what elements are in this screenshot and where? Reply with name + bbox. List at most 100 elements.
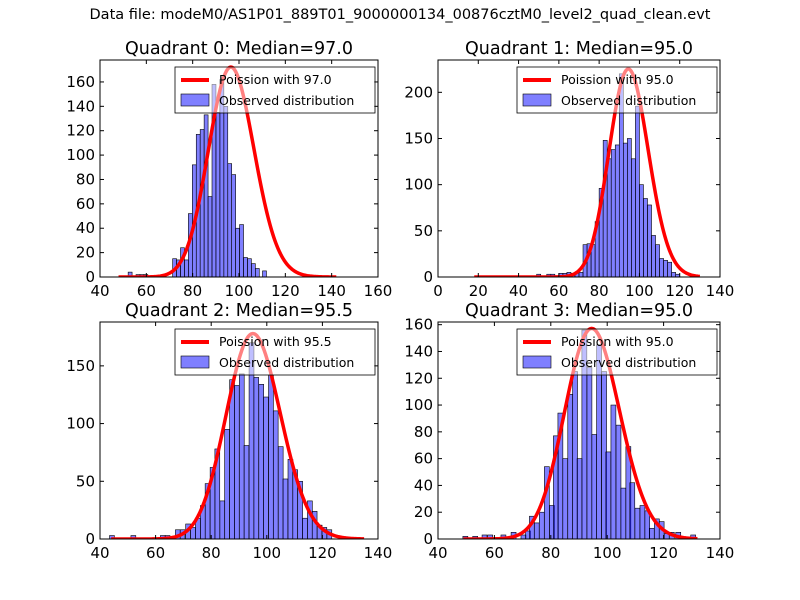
histogram-bar bbox=[627, 138, 632, 277]
histogram-bar bbox=[239, 373, 245, 539]
histogram-bar bbox=[643, 198, 648, 277]
histogram-bar bbox=[243, 445, 250, 539]
x-tick-label: 40 bbox=[90, 282, 109, 300]
histogram-bar bbox=[227, 163, 233, 277]
histogram-bar bbox=[629, 482, 636, 539]
x-tick-label: 20 bbox=[469, 282, 488, 300]
legend-bar-swatch bbox=[180, 93, 210, 107]
histogram-bar bbox=[634, 507, 641, 539]
histogram-bar bbox=[623, 142, 628, 277]
panel-quadrant-1: Quadrant 1: Median=95.0 0 20 40 60 80 100 120 14… bbox=[404, 39, 734, 300]
y-tick-label: 0 bbox=[85, 530, 95, 548]
y-tick-label: 100 bbox=[66, 146, 95, 164]
figure-title: Data file: modeM0/AS1P01_889T01_90000001… bbox=[89, 7, 711, 23]
histogram-bar bbox=[647, 204, 652, 277]
histogram-bar bbox=[282, 478, 289, 539]
histogram-bar bbox=[229, 379, 235, 539]
histogram-bar bbox=[615, 424, 622, 539]
histogram-bar bbox=[610, 404, 617, 539]
histogram-bar bbox=[255, 268, 260, 277]
x-tick-label: 120 bbox=[271, 282, 300, 300]
axes-frame bbox=[99, 321, 379, 540]
x-tick-label: 80 bbox=[183, 282, 202, 300]
histogram-bar bbox=[576, 458, 583, 539]
histogram-bar bbox=[648, 527, 655, 539]
y-tick-label: 160 bbox=[404, 316, 433, 334]
histogram-bar bbox=[190, 527, 196, 539]
histogram-bar bbox=[184, 259, 189, 277]
histogram-bar bbox=[572, 371, 578, 539]
plot-area bbox=[473, 67, 701, 277]
x-tick-label: 0 bbox=[433, 282, 443, 300]
x-tick-label: 120 bbox=[649, 544, 678, 562]
legend: Poission with 95.0 Observed distribution bbox=[516, 328, 718, 376]
x-tick-label: 140 bbox=[364, 544, 393, 562]
x-tick-label: 80 bbox=[202, 544, 221, 562]
x-tick-label: 100 bbox=[225, 282, 254, 300]
histogram-bar bbox=[224, 429, 230, 539]
legend-label-observed: Observed distribution bbox=[219, 355, 354, 370]
histogram-bar bbox=[234, 385, 240, 539]
histogram-bar bbox=[219, 500, 226, 539]
histogram-bar bbox=[263, 396, 269, 539]
panel-title: Quadrant 3: Median=95.0 bbox=[465, 301, 693, 321]
axes-frame bbox=[437, 59, 721, 278]
y-tick-label: 0 bbox=[423, 268, 433, 286]
y-tick-label: 160 bbox=[66, 73, 95, 91]
legend-label-poisson: Poission with 97.0 bbox=[219, 72, 332, 87]
y-tick-label: 50 bbox=[76, 472, 95, 490]
y-tick-label: 100 bbox=[66, 415, 95, 433]
histogram-bar bbox=[231, 174, 236, 277]
x-tick-label: 140 bbox=[706, 282, 735, 300]
histogram-bar bbox=[533, 522, 540, 539]
histogram-bar bbox=[287, 459, 294, 539]
legend-bar-swatch bbox=[522, 355, 552, 369]
y-tick-label: 100 bbox=[404, 396, 433, 414]
y-tick-label: 60 bbox=[76, 195, 95, 213]
histogram-bar bbox=[655, 244, 660, 277]
x-tick-label: 60 bbox=[549, 282, 568, 300]
legend-label-observed: Observed distribution bbox=[561, 93, 696, 108]
y-tick-label: 20 bbox=[414, 503, 433, 521]
histogram-bar bbox=[262, 270, 267, 277]
y-tick-label: 120 bbox=[66, 122, 95, 140]
histogram-bar bbox=[258, 384, 264, 539]
histogram-bar bbox=[223, 106, 229, 277]
legend-label-poisson: Poission with 95.0 bbox=[561, 72, 674, 87]
histogram-bar bbox=[620, 487, 627, 539]
legend: Poission with 97.0 Observed distribution bbox=[174, 66, 376, 114]
x-tick-label: 140 bbox=[706, 544, 735, 562]
histogram-bar bbox=[578, 272, 584, 277]
x-tick-label: 80 bbox=[541, 544, 560, 562]
histogram-bar bbox=[635, 105, 640, 277]
histogram-bar bbox=[644, 510, 651, 539]
histogram-bar bbox=[610, 149, 616, 277]
histogram-bar bbox=[591, 434, 597, 539]
panel-title: Quadrant 0: Median=97.0 bbox=[125, 39, 353, 59]
x-tick-label: 120 bbox=[665, 282, 694, 300]
y-tick-label: 200 bbox=[404, 83, 433, 101]
y-tick-label: 150 bbox=[66, 357, 95, 375]
x-tick-label: 100 bbox=[593, 544, 622, 562]
y-tick-label: 120 bbox=[404, 369, 433, 387]
histogram-bar bbox=[606, 158, 612, 277]
y-tick-label: 20 bbox=[76, 244, 95, 262]
y-tick-label: 150 bbox=[404, 129, 433, 147]
histogram-bar bbox=[481, 534, 488, 539]
panel-quadrant-2: Quadrant 2: Median=95.5 40 60 80 100 120 140 0 5… bbox=[66, 301, 392, 562]
x-tick-label: 100 bbox=[625, 282, 654, 300]
y-tick-label: 80 bbox=[414, 423, 433, 441]
x-tick-label: 60 bbox=[485, 544, 504, 562]
legend-bar-swatch bbox=[522, 93, 552, 107]
histogram-bar bbox=[203, 114, 209, 277]
histogram-bar bbox=[243, 257, 248, 277]
legend-label-poisson: Poission with 95.5 bbox=[219, 334, 332, 349]
x-tick-label: 120 bbox=[308, 544, 337, 562]
histogram-bar bbox=[487, 534, 493, 539]
histogram-bar bbox=[239, 224, 244, 277]
histogram-bar bbox=[268, 374, 274, 539]
panel-title: Quadrant 2: Median=95.5 bbox=[125, 301, 353, 321]
x-tick-label: 40 bbox=[509, 282, 528, 300]
axes-frame bbox=[437, 321, 721, 540]
histogram-bar bbox=[639, 505, 646, 539]
